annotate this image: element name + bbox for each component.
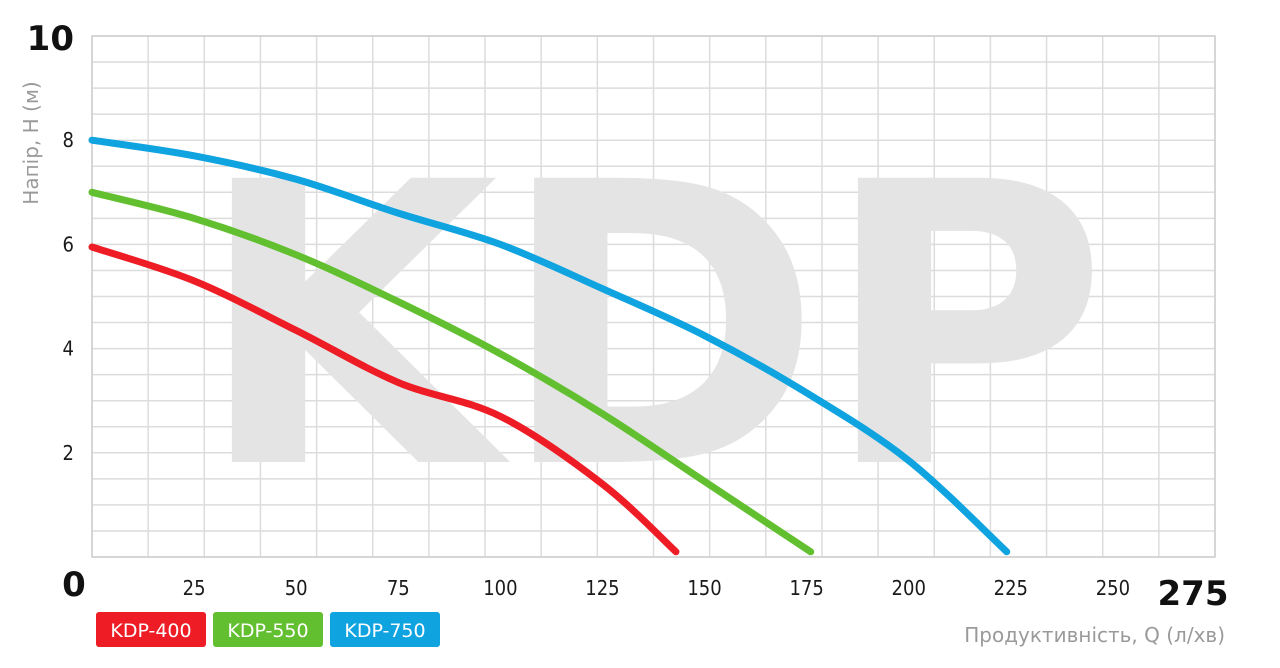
x-tick-label: 250	[1096, 576, 1130, 600]
legend-item-kdp-550: KDP-550	[213, 612, 323, 647]
y-axis-label: Напір, H (м)	[19, 81, 43, 204]
y-tick-label: 8	[63, 128, 74, 152]
legend-swatch	[330, 612, 440, 647]
y-tick-label: 4	[63, 337, 74, 361]
legend-label: KDP-750	[344, 620, 425, 642]
legend-item-kdp-400: KDP-400	[96, 612, 206, 647]
x-tick-label: 75	[387, 576, 410, 600]
x-tick-label: 25	[183, 576, 206, 600]
x-tick-label: 125	[585, 576, 619, 600]
legend-swatch	[213, 612, 323, 647]
x-tick-label: 225	[994, 576, 1028, 600]
x-tick-label: 0	[62, 565, 86, 605]
y-tick-label: 6	[63, 232, 74, 256]
chart-legend: KDP-400 KDP-550 KDP-750	[96, 612, 440, 647]
legend-label: KDP-550	[227, 620, 308, 642]
x-tick-label: 275	[1158, 574, 1229, 614]
series-line-kdp-550	[88, 188, 815, 556]
series-line-kdp-400	[88, 243, 680, 556]
y-tick-label: 2	[63, 441, 74, 465]
series-line-kdp-750	[88, 136, 1011, 556]
x-tick-label: 50	[285, 576, 308, 600]
x-tick-label: 100	[483, 576, 517, 600]
x-tick-label: 200	[892, 576, 926, 600]
series-layer	[88, 136, 1011, 556]
chart-grid	[91, 35, 1216, 558]
legend-item-kdp-750: KDP-750	[330, 612, 440, 647]
tick-labels: 0 25 50 75 100 125 150 175 200 225 250 275 2 4 6 8 10	[27, 19, 1229, 614]
plot-border	[91, 35, 1216, 558]
legend-swatch	[96, 612, 206, 647]
x-axis-label: Продуктивність, Q (л/хв)	[964, 623, 1225, 647]
x-tick-label: 150	[687, 576, 721, 600]
y-tick-label: 10	[27, 19, 74, 59]
x-tick-label: 175	[789, 576, 823, 600]
chart-watermark: KDP	[196, 100, 1108, 554]
legend-label: KDP-400	[110, 620, 191, 642]
